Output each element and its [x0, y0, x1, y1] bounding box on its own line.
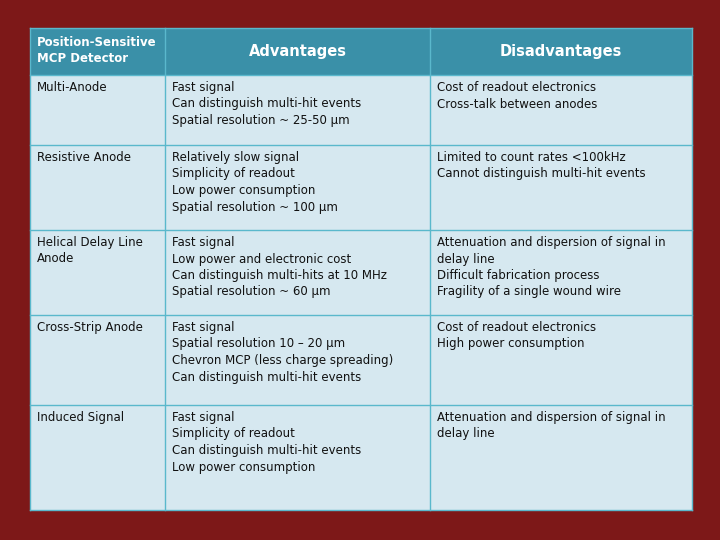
Text: Attenuation and dispersion of signal in
delay line
Difficult fabrication process: Attenuation and dispersion of signal in …: [437, 236, 665, 299]
Text: Fast signal
Can distinguish multi-hit events
Spatial resolution ~ 25-50 μm: Fast signal Can distinguish multi-hit ev…: [172, 81, 361, 127]
Bar: [165, 405, 430, 510]
Bar: [30, 28, 165, 75]
Bar: [430, 315, 692, 405]
Bar: [430, 28, 692, 75]
Text: Fast signal
Low power and electronic cost
Can distinguish multi-hits at 10 MHz
S: Fast signal Low power and electronic cos…: [172, 236, 387, 299]
Text: Cost of readout electronics
High power consumption: Cost of readout electronics High power c…: [437, 321, 596, 350]
Text: Attenuation and dispersion of signal in
delay line: Attenuation and dispersion of signal in …: [437, 411, 665, 441]
Bar: [165, 145, 430, 230]
Text: Fast signal
Spatial resolution 10 – 20 μm
Chevron MCP (less charge spreading)
Ca: Fast signal Spatial resolution 10 – 20 μ…: [172, 321, 393, 383]
Text: Disadvantages: Disadvantages: [500, 44, 622, 59]
Text: Multi-Anode: Multi-Anode: [37, 81, 107, 94]
Bar: [430, 75, 692, 145]
Bar: [30, 405, 165, 510]
Bar: [30, 75, 165, 145]
Bar: [30, 230, 165, 315]
Text: Cost of readout electronics
Cross-talk between anodes: Cost of readout electronics Cross-talk b…: [437, 81, 598, 111]
Bar: [165, 315, 430, 405]
Text: Helical Delay Line
Anode: Helical Delay Line Anode: [37, 236, 143, 266]
Bar: [430, 145, 692, 230]
Bar: [30, 145, 165, 230]
Text: Position-Sensitive
MCP Detector: Position-Sensitive MCP Detector: [37, 36, 157, 65]
Bar: [430, 230, 692, 315]
Text: Fast signal
Simplicity of readout
Can distinguish multi-hit events
Low power con: Fast signal Simplicity of readout Can di…: [172, 411, 361, 474]
Text: Limited to count rates <100kHz
Cannot distinguish multi-hit events: Limited to count rates <100kHz Cannot di…: [437, 151, 646, 180]
Bar: [165, 75, 430, 145]
Bar: [165, 230, 430, 315]
Text: Resistive Anode: Resistive Anode: [37, 151, 131, 164]
Text: Cross-Strip Anode: Cross-Strip Anode: [37, 321, 143, 334]
Bar: [30, 315, 165, 405]
Text: Relatively slow signal
Simplicity of readout
Low power consumption
Spatial resol: Relatively slow signal Simplicity of rea…: [172, 151, 338, 213]
Text: Advantages: Advantages: [248, 44, 346, 59]
Bar: [430, 405, 692, 510]
Text: Induced Signal: Induced Signal: [37, 411, 124, 424]
Bar: [165, 28, 430, 75]
